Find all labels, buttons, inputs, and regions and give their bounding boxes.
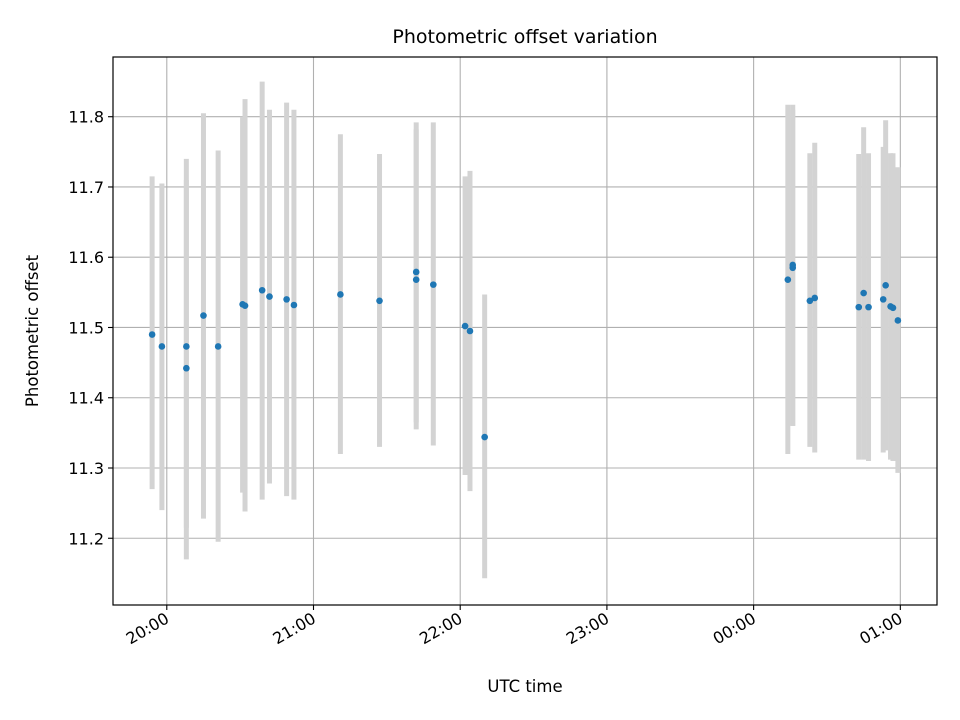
data-point <box>158 343 166 350</box>
data-point <box>290 301 298 309</box>
data-point <box>241 302 249 310</box>
data-point <box>200 312 207 319</box>
y-axis-ticks: 11.2 11.3 11.4 11.5 11.6 11.7 11.8 <box>68 108 113 548</box>
data-point <box>784 276 792 284</box>
grid <box>113 57 937 605</box>
data-point <box>258 286 266 294</box>
y-tick-label: 11.5 <box>68 318 104 337</box>
data-point <box>889 304 897 312</box>
data-point <box>376 297 383 305</box>
data-point <box>183 343 190 350</box>
data-point <box>879 296 887 303</box>
data-point <box>882 282 889 289</box>
chart-title: Photometric offset variation <box>392 26 657 48</box>
data-point <box>855 303 863 311</box>
data-point <box>412 268 420 276</box>
y-tick-label: 11.6 <box>68 248 104 267</box>
y-tick-label: 11.4 <box>68 389 104 408</box>
data-point <box>789 261 797 269</box>
data-point <box>148 331 156 338</box>
data-point <box>806 297 814 305</box>
data-point <box>430 281 437 288</box>
data-points <box>148 261 902 441</box>
data-point <box>461 322 469 330</box>
x-axis-label: UTC time <box>487 677 562 696</box>
data-point <box>266 293 273 300</box>
y-axis-label: Photometric offset <box>23 254 42 407</box>
plot-frame <box>112 56 938 606</box>
y-tick-label: 11.2 <box>68 529 104 548</box>
data-point <box>412 276 420 284</box>
data-point <box>865 303 872 311</box>
y-tick-label: 11.7 <box>68 178 104 197</box>
data-point <box>481 433 488 441</box>
y-tick-label: 11.8 <box>68 108 104 127</box>
y-tick-label: 11.3 <box>68 459 104 478</box>
data-point <box>860 289 867 297</box>
data-point <box>466 327 474 335</box>
data-point <box>183 364 190 372</box>
data-point <box>894 317 902 324</box>
data-point <box>811 294 819 302</box>
data-point <box>214 343 222 350</box>
data-point <box>337 291 344 298</box>
data-point <box>283 296 290 303</box>
